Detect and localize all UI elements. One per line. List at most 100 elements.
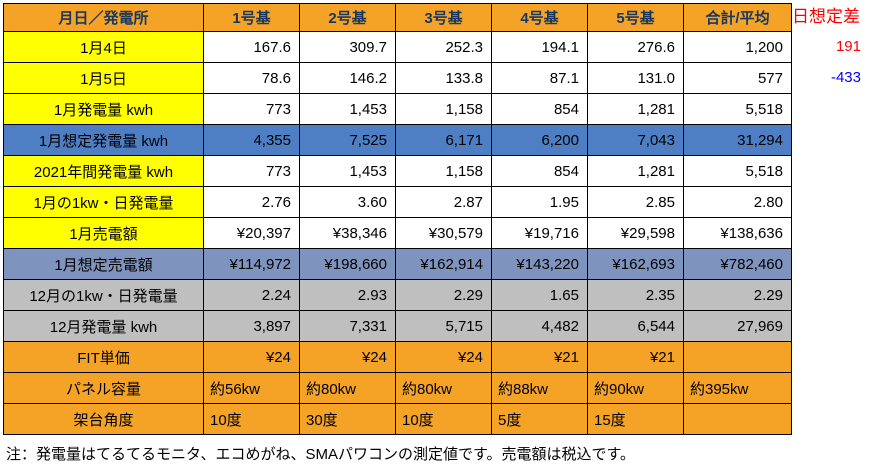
cell[interactable]: ¥30,579 <box>395 217 492 249</box>
row-label[interactable]: パネル容量 <box>3 372 204 404</box>
row-label[interactable]: 12月発電量 kwh <box>3 310 204 342</box>
cell[interactable]: 1,158 <box>395 93 492 125</box>
cell[interactable]: 309.7 <box>299 31 396 63</box>
cell[interactable]: ¥19,716 <box>491 217 588 249</box>
cell[interactable]: ¥162,693 <box>587 248 684 280</box>
cell[interactable]: ¥198,660 <box>299 248 396 280</box>
cell[interactable]: 1.95 <box>491 186 588 218</box>
cell[interactable]: 1,453 <box>299 93 396 125</box>
cell[interactable]: 2.29 <box>395 279 492 311</box>
row-label[interactable]: 1月発電量 kwh <box>3 93 204 125</box>
cell[interactable]: 3,897 <box>203 310 300 342</box>
row-label[interactable]: 12月の1kw・日発電量 <box>3 279 204 311</box>
cell[interactable]: 約80kw <box>395 372 492 404</box>
cell[interactable]: 2.29 <box>683 279 792 311</box>
cell[interactable]: ¥24 <box>395 341 492 373</box>
cell[interactable]: 773 <box>203 155 300 187</box>
cell[interactable] <box>683 403 792 435</box>
cell[interactable]: 2.24 <box>203 279 300 311</box>
cell[interactable]: 10度 <box>395 403 492 435</box>
row-label[interactable]: 1月5日 <box>3 62 204 94</box>
cell[interactable]: ¥38,346 <box>299 217 396 249</box>
cell[interactable]: ¥782,460 <box>683 248 792 280</box>
cell[interactable]: 27,969 <box>683 310 792 342</box>
header-cell-6[interactable]: 合計/平均 <box>683 3 792 32</box>
cell[interactable]: 2.85 <box>587 186 684 218</box>
row-label[interactable]: 1月の1kw・日発電量 <box>3 186 204 218</box>
row-label[interactable]: 1月4日 <box>3 31 204 63</box>
cell[interactable]: 252.3 <box>395 31 492 63</box>
cell[interactable] <box>683 341 792 373</box>
cell[interactable]: 4,355 <box>203 124 300 156</box>
cell[interactable]: 1.65 <box>491 279 588 311</box>
header-cell-2[interactable]: 2号基 <box>299 3 396 32</box>
row-label[interactable]: 1月売電額 <box>3 217 204 249</box>
cell[interactable]: ¥20,397 <box>203 217 300 249</box>
header-cell-3[interactable]: 3号基 <box>395 3 492 32</box>
cell[interactable]: 276.6 <box>587 31 684 63</box>
cell[interactable]: 15度 <box>587 403 684 435</box>
cell[interactable]: 773 <box>203 93 300 125</box>
cell[interactable]: 約88kw <box>491 372 588 404</box>
cell[interactable]: 約80kw <box>299 372 396 404</box>
cell[interactable]: 133.8 <box>395 62 492 94</box>
cell[interactable]: 10度 <box>203 403 300 435</box>
cell[interactable]: ¥21 <box>491 341 588 373</box>
header-cell-1[interactable]: 1号基 <box>203 3 300 32</box>
cell[interactable]: 5,518 <box>683 155 792 187</box>
cell[interactable]: 2.87 <box>395 186 492 218</box>
cell[interactable]: 1,281 <box>587 93 684 125</box>
cell[interactable]: 7,043 <box>587 124 684 156</box>
cell[interactable]: 577 <box>683 62 792 94</box>
cell[interactable]: ¥29,598 <box>587 217 684 249</box>
cell[interactable]: 6,544 <box>587 310 684 342</box>
cell[interactable]: 2.80 <box>683 186 792 218</box>
cell[interactable]: 131.0 <box>587 62 684 94</box>
header-cell-5[interactable]: 5号基 <box>587 3 684 32</box>
cell[interactable]: 4,482 <box>491 310 588 342</box>
cell[interactable]: 約56kw <box>203 372 300 404</box>
cell[interactable]: 5,518 <box>683 93 792 125</box>
cell[interactable]: 1,453 <box>299 155 396 187</box>
cell[interactable]: 7,331 <box>299 310 396 342</box>
cell[interactable]: 78.6 <box>203 62 300 94</box>
cell[interactable]: 30度 <box>299 403 396 435</box>
daily-diff-value[interactable]: 191 <box>835 38 861 55</box>
cell[interactable]: 2.76 <box>203 186 300 218</box>
cell[interactable]: ¥162,914 <box>395 248 492 280</box>
cell[interactable]: 31,294 <box>683 124 792 156</box>
cell[interactable]: 1,281 <box>587 155 684 187</box>
row-label[interactable]: 1月想定発電量 kwh <box>3 124 204 156</box>
cell[interactable]: 5度 <box>491 403 588 435</box>
cell[interactable]: 2.35 <box>587 279 684 311</box>
row-label[interactable]: 1月想定売電額 <box>3 248 204 280</box>
cell[interactable]: 約395kw <box>683 372 792 404</box>
cell[interactable]: 2.93 <box>299 279 396 311</box>
header-cell-0[interactable]: 月日／発電所 <box>3 3 204 32</box>
cell[interactable]: ¥114,972 <box>203 248 300 280</box>
cell[interactable]: ¥21 <box>587 341 684 373</box>
cell[interactable]: 1,200 <box>683 31 792 63</box>
cell[interactable]: 146.2 <box>299 62 396 94</box>
cell[interactable]: 854 <box>491 155 588 187</box>
row-label[interactable]: 架台角度 <box>3 403 204 435</box>
cell[interactable]: 6,171 <box>395 124 492 156</box>
cell[interactable]: ¥138,636 <box>683 217 792 249</box>
cell[interactable]: 167.6 <box>203 31 300 63</box>
cell[interactable]: ¥24 <box>203 341 300 373</box>
cell[interactable]: 5,715 <box>395 310 492 342</box>
header-cell-4[interactable]: 4号基 <box>491 3 588 32</box>
cell[interactable]: 7,525 <box>299 124 396 156</box>
cell[interactable]: 194.1 <box>491 31 588 63</box>
cell[interactable]: 87.1 <box>491 62 588 94</box>
cell[interactable]: ¥143,220 <box>491 248 588 280</box>
cell[interactable]: 6,200 <box>491 124 588 156</box>
cell[interactable]: 1,158 <box>395 155 492 187</box>
cell[interactable]: ¥24 <box>299 341 396 373</box>
row-label[interactable]: 2021年間発電量 kwh <box>3 155 204 187</box>
row-label[interactable]: FIT単価 <box>3 341 204 373</box>
cell[interactable]: 約90kw <box>587 372 684 404</box>
cell[interactable]: 854 <box>491 93 588 125</box>
daily-diff-value[interactable]: -433 <box>830 69 861 86</box>
cell[interactable]: 3.60 <box>299 186 396 218</box>
